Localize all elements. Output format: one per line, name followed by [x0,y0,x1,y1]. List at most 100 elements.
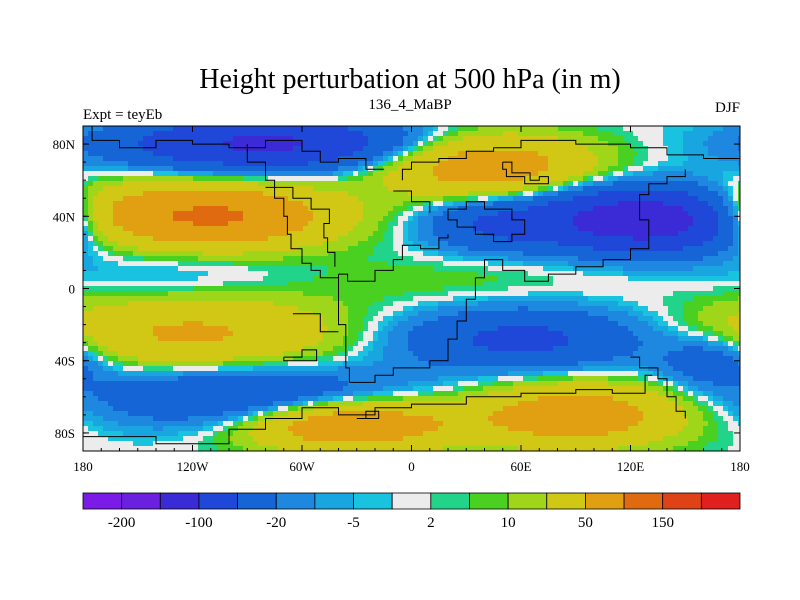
field-cell [403,306,409,312]
field-cell [448,426,454,432]
field-cell [93,416,99,422]
field-cell [458,201,464,207]
field-cell [398,246,404,252]
field-cell [83,261,89,267]
field-cell [188,376,194,382]
field-cell [298,186,304,192]
field-cell [163,186,169,192]
field-cell [383,136,389,142]
field-cell [93,261,99,267]
field-cell [153,146,159,152]
field-cell [128,231,134,237]
field-cell [258,236,264,242]
field-cell [323,371,329,377]
field-cell [143,266,149,272]
field-cell [153,186,159,192]
field-cell [113,346,119,352]
field-cell [253,331,259,337]
field-cell [288,306,294,312]
field-cell [263,236,269,242]
field-cell [323,301,329,307]
field-cell [173,346,179,352]
field-cell [463,236,469,242]
field-cell [363,281,369,287]
field-cell [343,186,349,192]
field-cell [178,151,184,157]
field-cell [388,286,394,292]
field-cell [128,251,134,257]
field-cell [213,206,219,212]
field-cell [163,241,169,247]
field-cell [398,141,404,147]
field-cell [463,261,469,267]
field-cell [458,166,464,172]
field-cell [133,146,139,152]
field-cell [138,331,144,337]
field-cell [458,371,464,377]
field-cell [368,341,374,347]
field-cell [153,386,159,392]
field-cell [153,151,159,157]
field-cell [213,341,219,347]
field-cell [343,161,349,167]
field-cell [288,281,294,287]
field-cell [368,226,374,232]
field-cell [213,166,219,172]
field-cell [223,146,229,152]
field-cell [368,201,374,207]
field-cell [243,226,249,232]
field-cell [383,381,389,387]
field-cell [113,151,119,157]
field-cell [203,166,209,172]
field-cell [248,316,254,322]
field-cell [113,241,119,247]
field-cell [283,151,289,157]
field-cell [298,406,304,412]
field-cell [183,401,189,407]
field-cell [413,251,419,257]
field-cell [388,251,394,257]
field-cell [168,306,174,312]
field-cell [268,166,274,172]
field-cell [328,181,334,187]
field-cell [453,196,459,202]
field-cell [183,351,189,357]
field-cell [93,231,99,237]
field-cell [173,396,179,402]
field-cell [133,161,139,167]
field-cell [428,196,434,202]
field-cell [363,256,369,262]
field-cell [228,181,234,187]
field-cell [153,221,159,227]
field-cell [188,136,194,142]
field-cell [123,416,129,422]
field-cell [243,231,249,237]
field-cell [163,156,169,162]
field-cell [198,246,204,252]
field-cell [443,176,449,182]
field-cell [368,391,374,397]
field-cell [348,436,354,442]
field-cell [268,141,274,147]
field-cell [83,401,89,407]
field-cell [408,296,414,302]
field-cell [308,231,314,237]
field-cell [208,321,214,327]
field-cell [128,291,134,297]
field-cell [268,316,274,322]
field-cell [353,126,359,132]
field-cell [413,216,419,222]
field-cell [173,416,179,422]
field-cell [143,281,149,287]
field-cell [273,346,279,352]
field-cell [168,351,174,357]
field-cell [338,386,344,392]
field-cell [378,426,384,432]
field-cell [88,371,94,377]
field-cell [153,171,159,177]
field-cell [168,396,174,402]
field-cell [178,166,184,172]
field-cell [448,446,454,452]
field-cell [193,411,199,417]
field-cell [83,126,89,132]
